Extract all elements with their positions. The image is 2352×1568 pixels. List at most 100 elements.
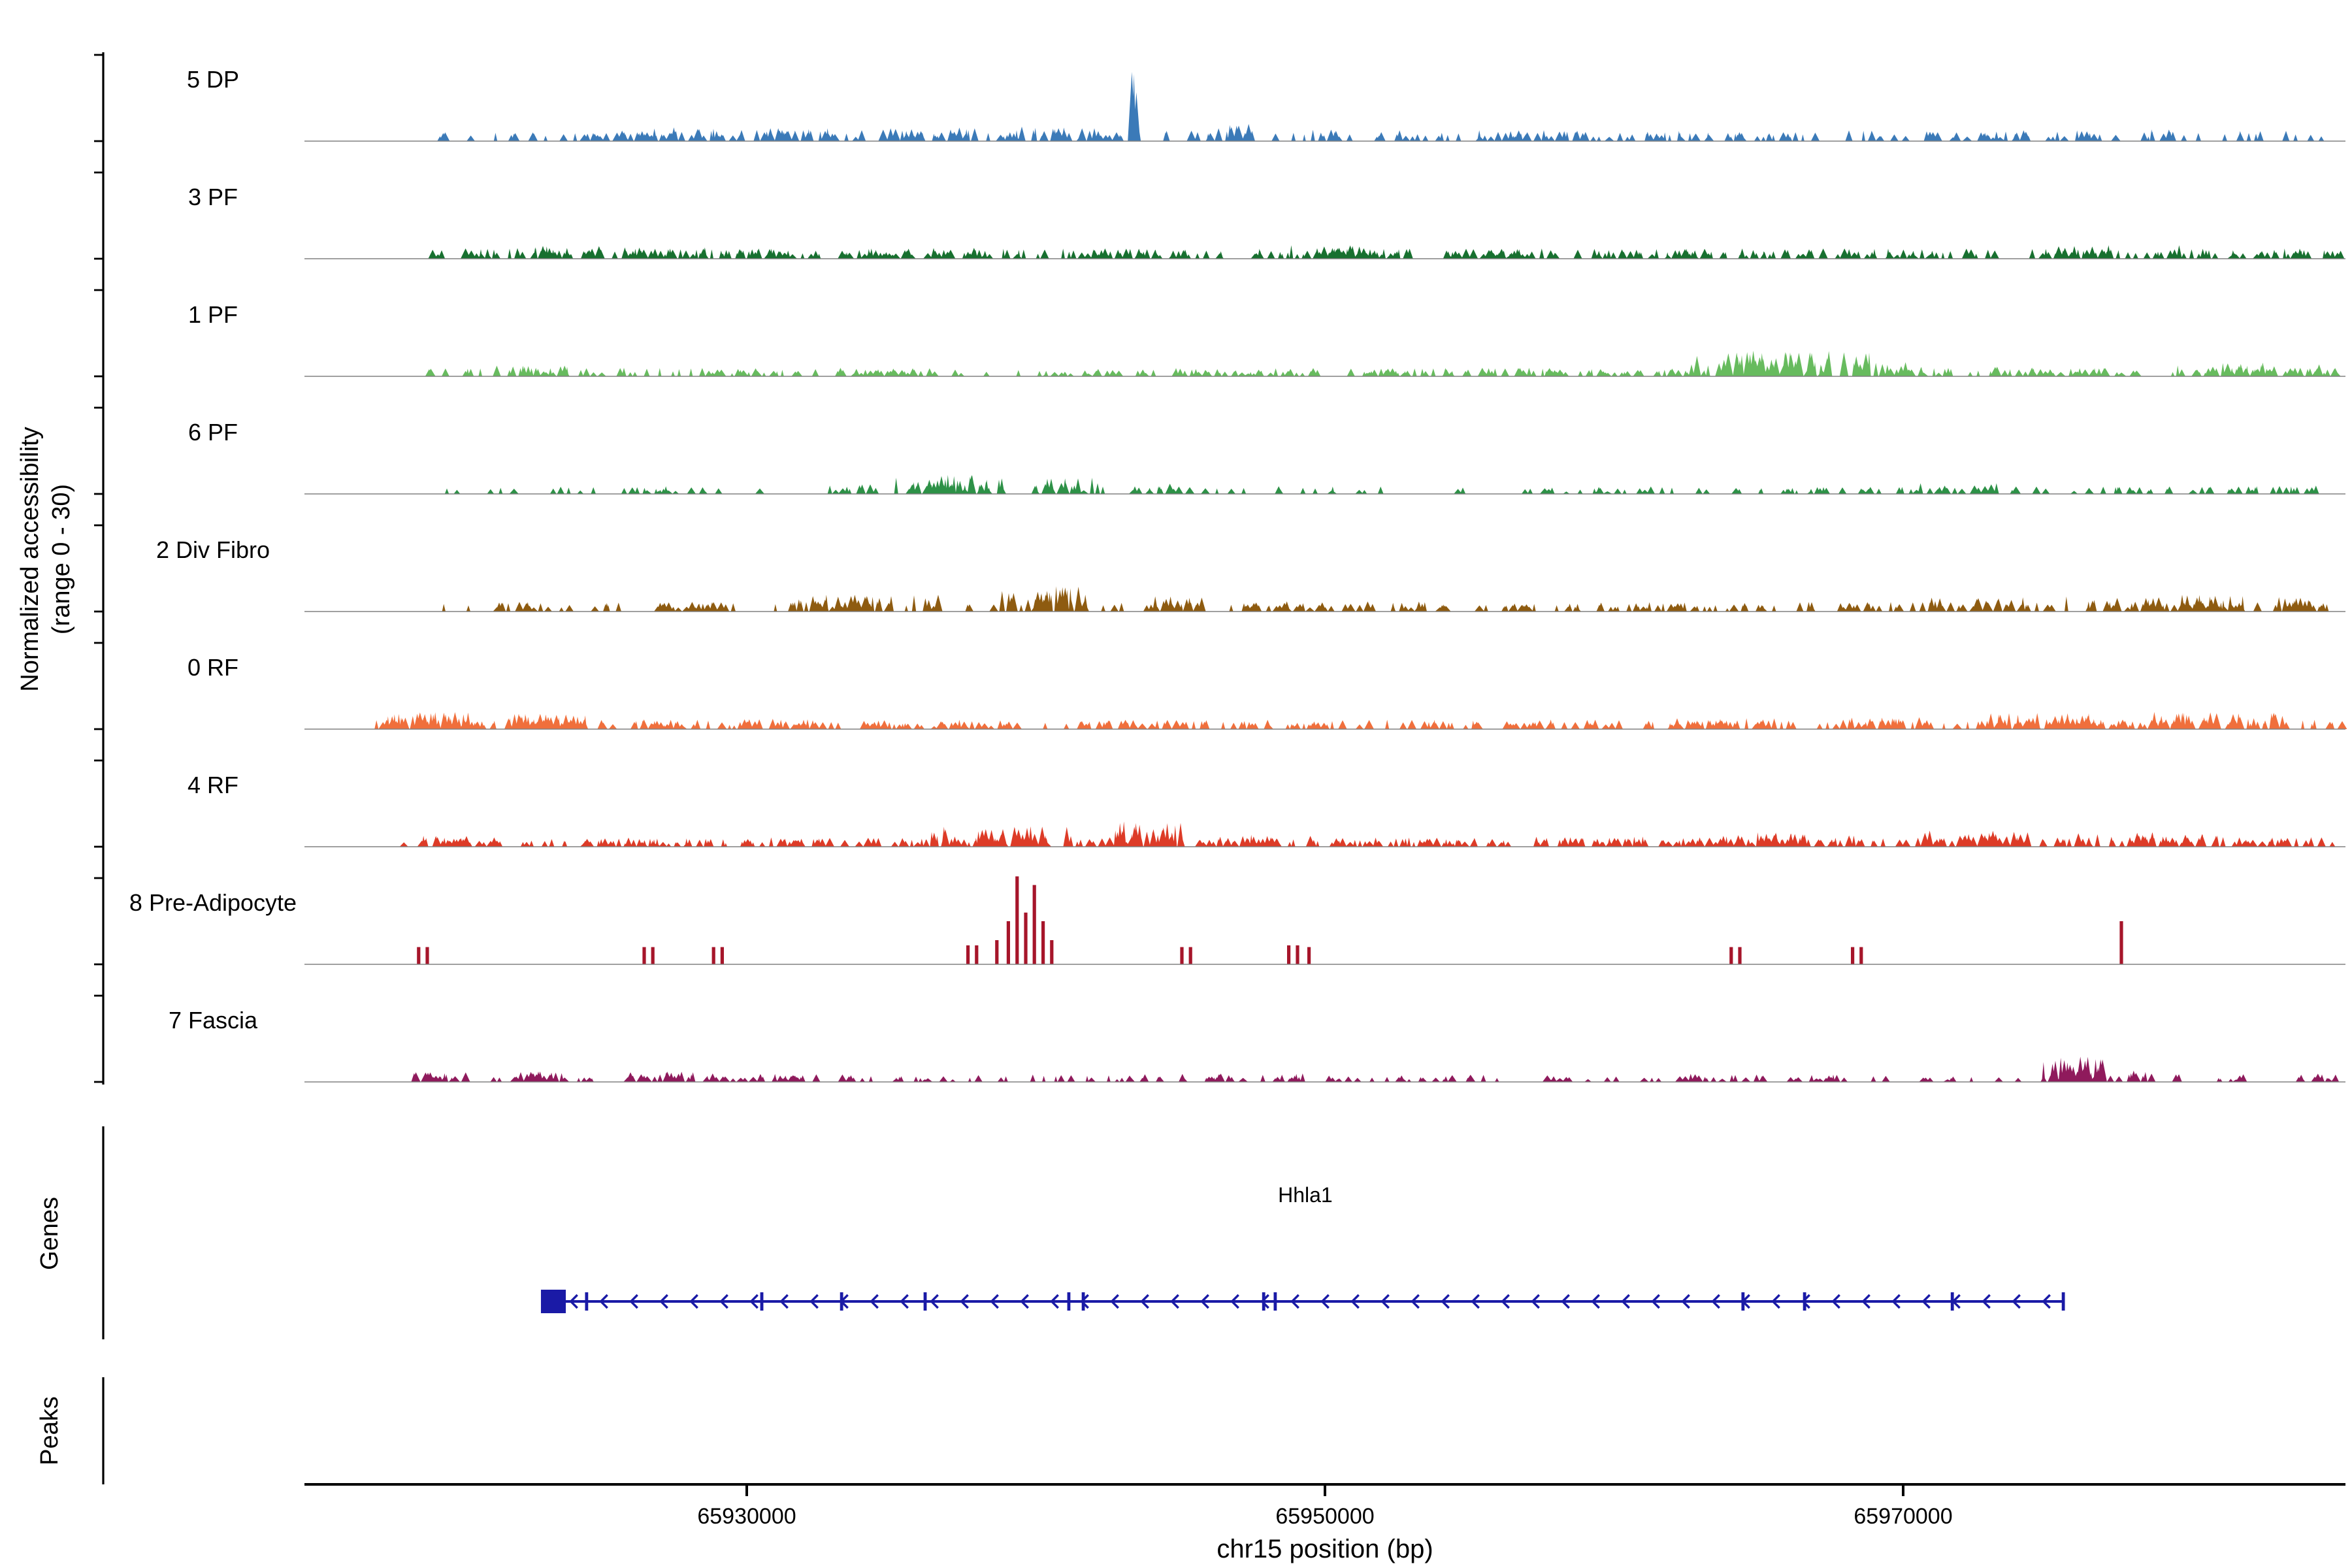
- gene-strand-arrow: [1982, 1294, 1991, 1309]
- track-label: 1 PF: [188, 301, 238, 328]
- track-spike: [711, 947, 715, 964]
- track-label: 2 Div Fibro: [156, 536, 270, 563]
- gene-strand-arrow: [599, 1294, 608, 1309]
- gene-strand-arrow: [779, 1294, 789, 1309]
- gene-exon-box: [540, 1290, 566, 1313]
- gene-strand-arrow: [1200, 1294, 1209, 1309]
- gene-strand-arrow: [1952, 1294, 1961, 1309]
- track-spike: [1729, 947, 1733, 964]
- gene-strand-arrow: [1891, 1294, 1901, 1309]
- peaks-section-label: Peaks: [36, 1396, 63, 1465]
- track-spike: [1287, 945, 1291, 964]
- track-5-dp: 5 DP: [187, 66, 2345, 142]
- gene-strand-arrow: [960, 1294, 969, 1309]
- x-axis-title: chr15 position (bp): [1217, 1535, 1433, 1563]
- gene-strand-arrow: [990, 1294, 999, 1309]
- gene-strand-arrow: [719, 1294, 728, 1309]
- gene-strand-arrow: [1380, 1294, 1390, 1309]
- gene-strand-arrow: [1651, 1294, 1660, 1309]
- track-signal: [442, 586, 2329, 612]
- track-6-pf: 6 PF: [188, 419, 2345, 495]
- genes-section-label: Genes: [36, 1197, 63, 1270]
- track-spike: [417, 947, 421, 964]
- gene-strand-arrow: [1681, 1294, 1690, 1309]
- track-label: 7 Fascia: [169, 1007, 258, 1034]
- gene-strand-arrow: [1140, 1294, 1149, 1309]
- gene-strand-arrow: [870, 1294, 879, 1309]
- gene-strand-arrow: [1350, 1294, 1360, 1309]
- x-axis-tick-label: 65930000: [697, 1504, 796, 1529]
- track-signal: [428, 245, 2345, 259]
- gene-strand-arrow: [1711, 1294, 1720, 1309]
- gene-strand-arrow: [1110, 1294, 1119, 1309]
- track-spike: [2119, 921, 2123, 964]
- track-signal: [437, 72, 2325, 141]
- x-axis-tick-label: 65950000: [1275, 1504, 1374, 1529]
- gene-strand-arrow: [1621, 1294, 1630, 1309]
- track-label: 4 RF: [188, 772, 238, 798]
- gene-strand-arrow: [1801, 1294, 1810, 1309]
- track-label: 8 Pre-Adipocyte: [129, 889, 297, 916]
- track-spike: [425, 947, 429, 964]
- gene-strand-arrow: [689, 1294, 698, 1309]
- track-spike: [651, 947, 655, 964]
- track-label: 3 PF: [188, 184, 238, 210]
- track-1-pf: 1 PF: [188, 301, 2345, 377]
- track-spike: [1050, 940, 1054, 964]
- gene-name-label: Hhla1: [1278, 1183, 1333, 1207]
- track-spike: [1041, 921, 1045, 964]
- gene-strand-arrow: [1290, 1294, 1299, 1309]
- gene-strand-arrow: [1260, 1294, 1269, 1309]
- track-spike: [1006, 921, 1010, 964]
- genes-track: Genes Hhla1: [36, 1126, 2065, 1339]
- gene-strand-arrow: [1020, 1294, 1029, 1309]
- gene-strand-arrow: [1561, 1294, 1570, 1309]
- x-axis: chr15 position (bp) 65930000 65950000 6597…: [304, 1483, 2345, 1563]
- track-spike: [720, 947, 724, 964]
- gene-strand-arrow: [1771, 1294, 1780, 1309]
- y-axis-label-line2: (range 0 - 30): [48, 484, 75, 634]
- gene-strand-arrow: [809, 1294, 819, 1309]
- gene-strand-arrow: [840, 1294, 849, 1309]
- track-spike: [1015, 876, 1019, 964]
- gene-strand-arrow: [659, 1294, 668, 1309]
- track-4-rf: 4 RF: [188, 772, 2345, 847]
- gene-strand-arrow: [2042, 1294, 2051, 1309]
- gene-strand-arrow: [1080, 1294, 1089, 1309]
- y-axis: Normalized accessibility (range 0 - 30): [16, 52, 105, 1085]
- gene-strand-arrow: [2012, 1294, 2021, 1309]
- track-spike: [1188, 947, 1192, 964]
- gene-strand-arrow: [930, 1294, 939, 1309]
- track-label: 6 PF: [188, 419, 238, 446]
- gene-strand-arrow: [1411, 1294, 1420, 1309]
- track-signal: [444, 475, 2319, 494]
- gene-strand-arrow: [1441, 1294, 1450, 1309]
- y-axis-label-line1: Normalized accessibility: [16, 427, 44, 691]
- track-spike: [1024, 912, 1028, 964]
- track-label: 0 RF: [188, 654, 238, 681]
- gene-strand-arrow: [569, 1294, 578, 1309]
- track-2-div-fibro: 2 Div Fibro: [156, 536, 2345, 612]
- gene-strand-arrow: [1861, 1294, 1870, 1309]
- track-signal: [425, 350, 2341, 376]
- gene-strand-arrow: [1921, 1294, 1931, 1309]
- gene-strand-arrow: [900, 1294, 909, 1309]
- track-spike: [1738, 947, 1742, 964]
- track-spike: [1851, 947, 1855, 964]
- track-signal: [374, 711, 2347, 729]
- gene-strand-arrow: [1741, 1294, 1750, 1309]
- gene-strand-arrow: [1831, 1294, 1840, 1309]
- gene-strand-arrow: [1591, 1294, 1600, 1309]
- track-spike: [1180, 947, 1184, 964]
- track-0-rf: 0 RF: [188, 654, 2347, 730]
- track-spike: [1307, 947, 1311, 964]
- track-3-pf: 3 PF: [188, 184, 2345, 259]
- track-spike: [1296, 945, 1299, 964]
- gene-strand-arrow: [1050, 1294, 1059, 1309]
- track-signal: [411, 1056, 2340, 1082]
- gene-strand-arrow: [1471, 1294, 1480, 1309]
- track-spike: [995, 940, 999, 964]
- track-7-fascia: 7 Fascia: [169, 1007, 2345, 1083]
- accessibility-tracks: 5 DP 3 PF 1 PF 6 PF 2 Div Fibro 0 RF 4 RF 8 Pre…: [129, 66, 2347, 1083]
